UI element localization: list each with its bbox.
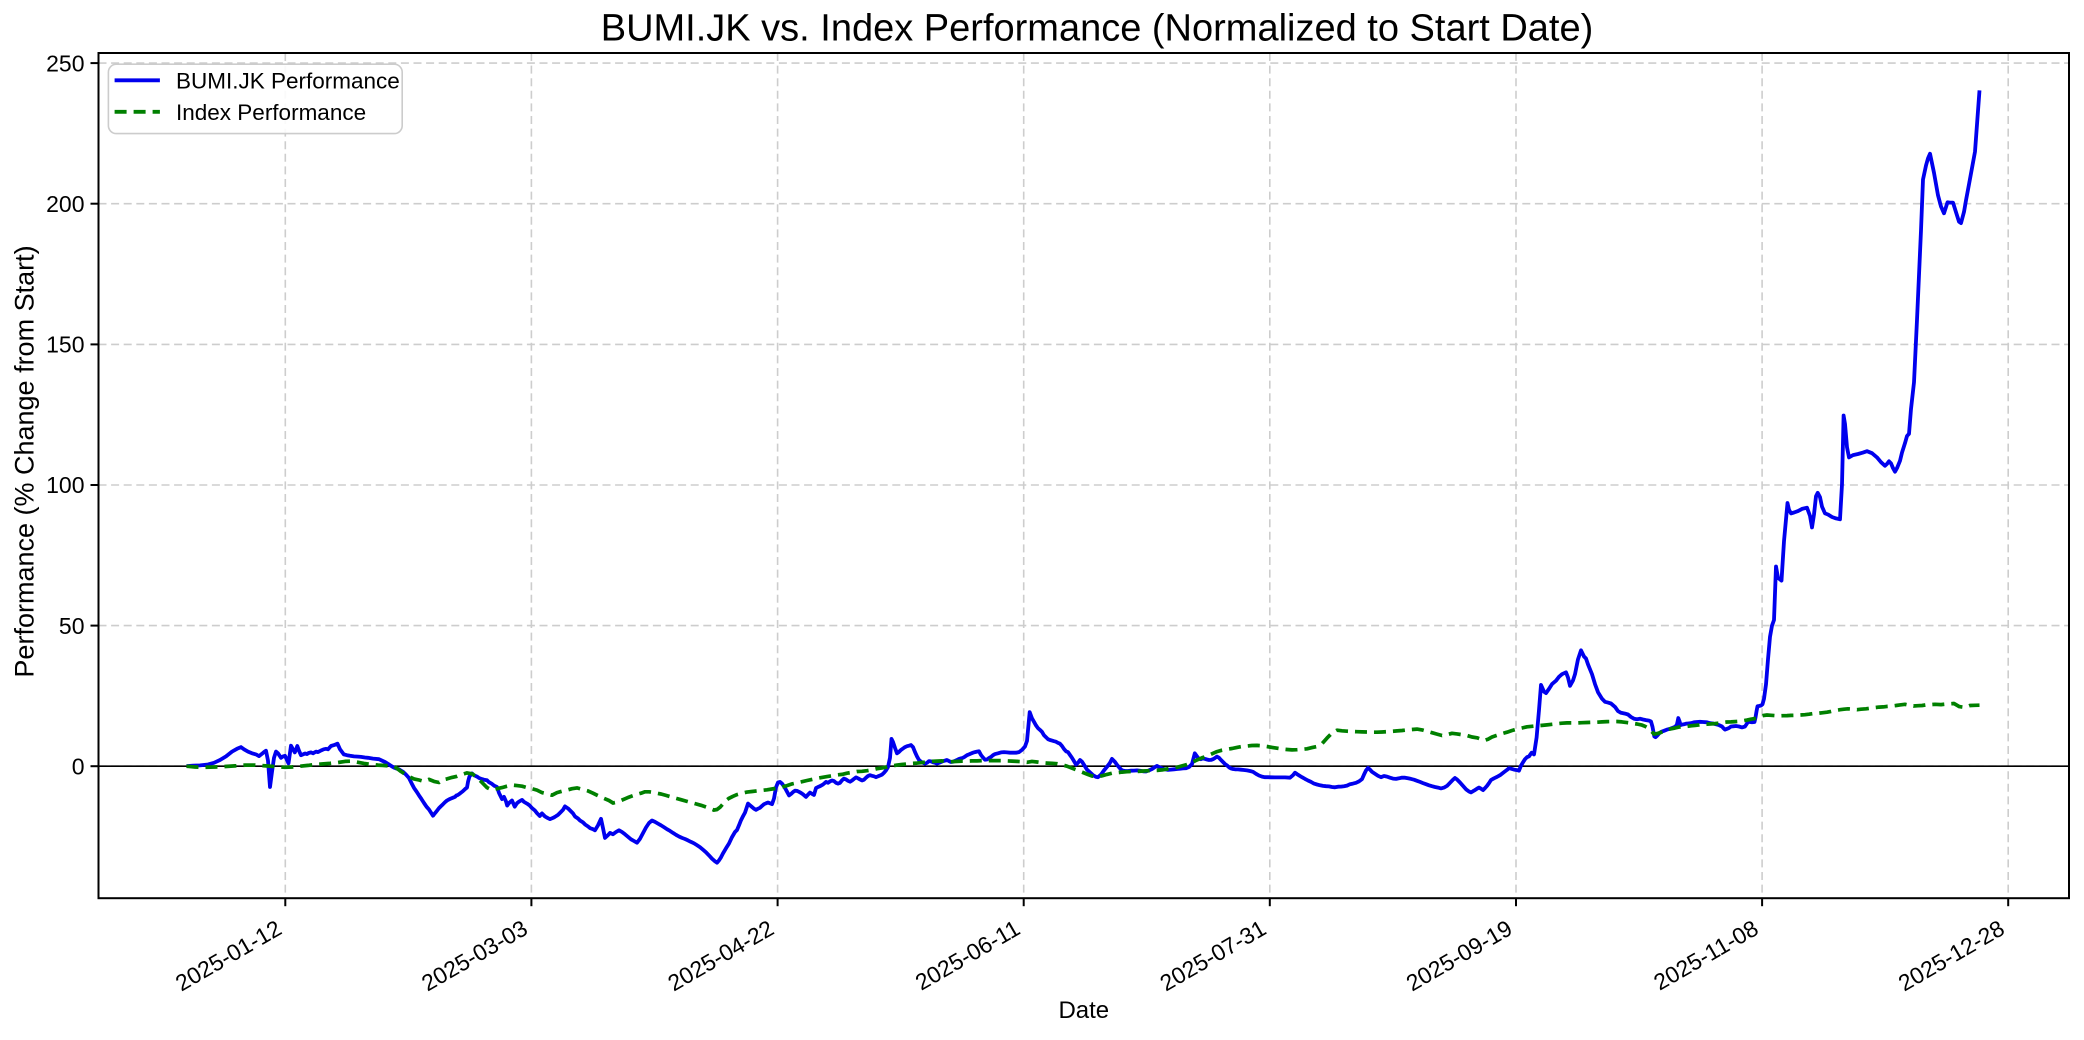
svg-text:Performance (% Change from Sta: Performance (% Change from Start) <box>10 245 40 677</box>
svg-text:100: 100 <box>46 472 84 498</box>
svg-text:150: 150 <box>46 332 84 358</box>
svg-text:Date: Date <box>1058 997 1109 1024</box>
svg-text:Index Performance: Index Performance <box>176 100 366 125</box>
svg-text:50: 50 <box>59 613 85 639</box>
svg-text:BUMI.JK vs. Index Performance: BUMI.JK vs. Index Performance (Normalize… <box>601 8 1594 50</box>
svg-text:250: 250 <box>46 50 84 76</box>
svg-text:200: 200 <box>46 191 84 217</box>
svg-text:BUMI.JK Performance: BUMI.JK Performance <box>176 69 400 94</box>
svg-text:0: 0 <box>72 753 85 779</box>
